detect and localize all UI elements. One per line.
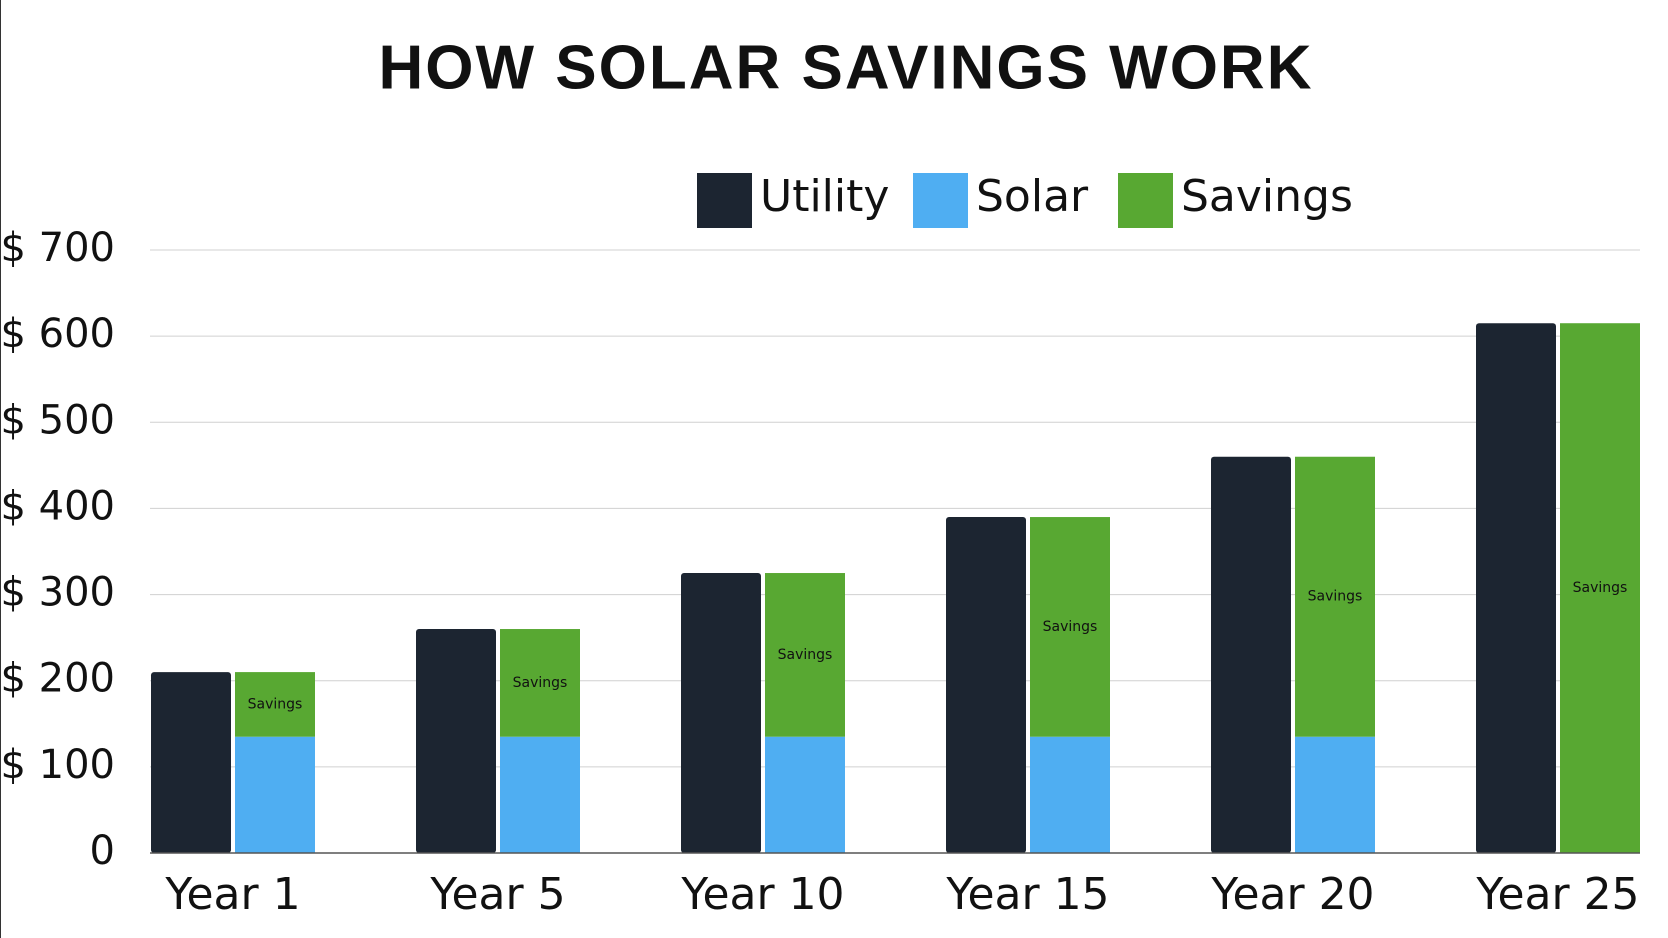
y-tick-label: 0 — [90, 828, 115, 874]
bar — [1211, 456, 1291, 853]
x-tick-label: Year 20 — [1210, 869, 1374, 920]
bar — [946, 517, 1026, 853]
legend-label: Utility — [760, 171, 889, 222]
legend-label: Solar — [976, 171, 1089, 222]
legend-swatch — [697, 173, 752, 228]
x-tick-label: Year 1 — [164, 869, 300, 920]
legend-label: Savings — [1181, 171, 1353, 222]
segment-label: Savings — [1308, 589, 1363, 605]
bar-segment — [1030, 517, 1110, 737]
y-tick-label: $ 300 — [0, 570, 115, 616]
bar-segment — [765, 573, 845, 737]
bar-segment — [1560, 323, 1640, 853]
bar-segment — [765, 736, 845, 853]
y-tick-label: $ 400 — [0, 483, 115, 529]
chart-title: HOW SOLAR SAVINGS WORK — [379, 33, 1314, 102]
x-tick-label: Year 10 — [680, 869, 844, 920]
bar — [681, 573, 761, 853]
bar — [416, 629, 496, 853]
bar — [1476, 323, 1556, 853]
x-tick-label: Year 15 — [945, 869, 1109, 920]
x-tick-label: Year 5 — [429, 869, 565, 920]
y-tick-label: $ 600 — [0, 311, 115, 357]
segment-label: Savings — [778, 647, 833, 663]
legend-swatch — [913, 173, 968, 228]
bar-segment — [500, 629, 580, 737]
y-tick-label: $ 700 — [0, 225, 115, 271]
segment-label: Savings — [1043, 619, 1098, 635]
bar — [151, 672, 231, 853]
bar-segment — [1030, 736, 1110, 853]
segment-label: Savings — [513, 675, 568, 691]
x-tick-label: Year 25 — [1475, 869, 1639, 920]
bar-segment — [235, 736, 315, 853]
y-tick-label: $ 200 — [0, 656, 115, 702]
y-tick-label: $ 500 — [0, 397, 115, 443]
bar-segment — [1295, 736, 1375, 853]
y-tick-label: $ 100 — [0, 742, 115, 788]
bar-segment — [235, 672, 315, 737]
bar-segment — [1295, 456, 1375, 737]
segment-label: Savings — [248, 696, 303, 712]
bar-segment — [500, 736, 580, 853]
segment-label: Savings — [1573, 580, 1628, 596]
legend-swatch — [1118, 173, 1173, 228]
